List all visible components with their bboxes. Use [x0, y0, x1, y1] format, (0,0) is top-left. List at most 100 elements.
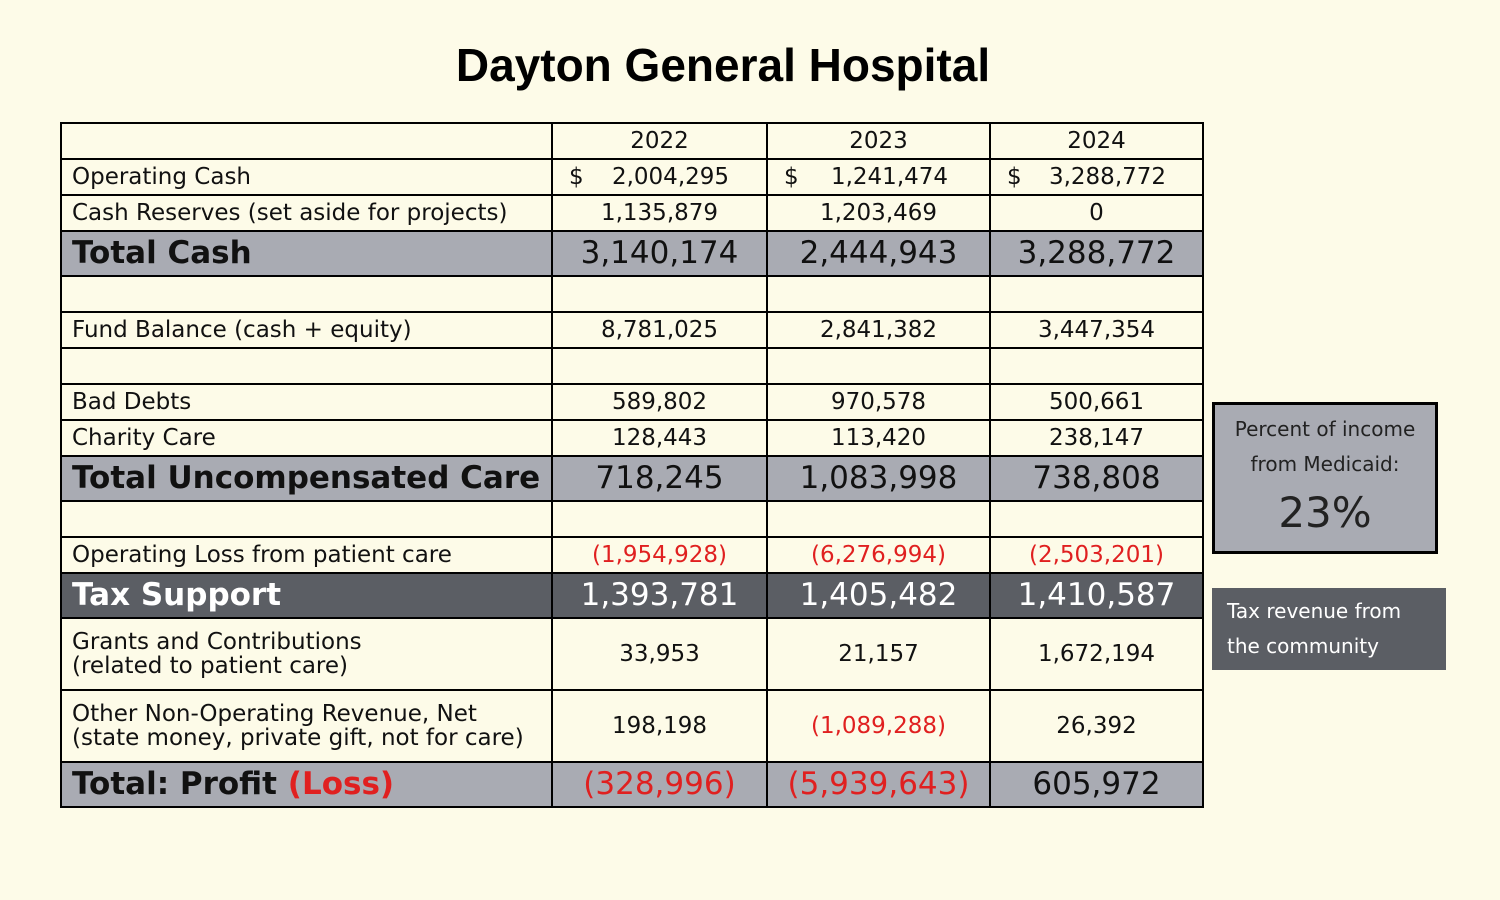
cell-value: 1,241,474	[830, 163, 949, 190]
tax-revenue-callout: Tax revenue from the community	[1212, 588, 1446, 670]
header-empty-cell	[60, 122, 553, 160]
cell-value: 738,808	[989, 455, 1204, 502]
cell-value: 1,083,998	[766, 455, 991, 502]
cell-value: 128,443	[551, 419, 768, 457]
value-cell: $1,241,474	[766, 158, 991, 196]
table-header-row: 2022 2023 2024	[60, 122, 1204, 160]
row-label: Total Uncompensated Care	[60, 455, 553, 502]
cell-value: 3,447,354	[989, 311, 1204, 349]
empty-cell	[989, 347, 1204, 385]
row-label: Total Cash	[60, 230, 553, 277]
row-label: Grants and Contributions (related to pati…	[60, 617, 553, 691]
cell-value: 8,781,025	[551, 311, 768, 349]
cell-value: 3,288,772	[1048, 163, 1167, 190]
cell-value: 2,841,382	[766, 311, 991, 349]
empty-cell	[551, 347, 768, 385]
medicaid-label-line: from Medicaid:	[1250, 452, 1400, 476]
table-row: Operating Loss from patient care (1,954,…	[60, 536, 1204, 574]
loss-label: (Loss)	[287, 766, 395, 803]
cell-value: 113,420	[766, 419, 991, 457]
spacer-row	[60, 275, 1204, 313]
empty-cell	[60, 347, 553, 385]
row-label-line: Grants and Contributions	[72, 628, 362, 655]
empty-cell	[60, 500, 553, 538]
cell-value: 500,661	[989, 383, 1204, 421]
cell-value: 1,410,587	[989, 572, 1204, 619]
table-row: Other Non-Operating Revenue, Net (state m…	[60, 689, 1204, 763]
financial-table: 2022 2023 2024 Operating Cash $2,004,295…	[60, 122, 1204, 808]
table-row: Operating Cash $2,004,295 $1,241,474 $3,…	[60, 158, 1204, 196]
cell-value: 1,393,781	[551, 572, 768, 619]
value-cell: $2,004,295	[551, 158, 768, 196]
cell-value: 198,198	[551, 689, 768, 763]
cell-value: (1,089,288)	[766, 689, 991, 763]
empty-cell	[766, 500, 991, 538]
row-label-line: (related to patient care)	[72, 653, 349, 679]
cell-value: 2,004,295	[611, 163, 730, 190]
empty-cell	[766, 347, 991, 385]
cell-value: 33,953	[551, 617, 768, 691]
cell-value: (6,276,994)	[766, 536, 991, 574]
tax-support-row: Tax Support 1,393,781 1,405,482 1,410,58…	[60, 572, 1204, 619]
page-title: Dayton General Hospital	[455, 39, 991, 91]
cell-value: 0	[989, 194, 1204, 232]
row-label: Operating Cash	[60, 158, 553, 196]
spacer-row	[60, 347, 1204, 385]
medicaid-label-line: Percent of income	[1234, 417, 1416, 441]
currency-symbol: $	[784, 163, 799, 190]
row-label: Other Non-Operating Revenue, Net (state m…	[60, 689, 553, 763]
table-row: Fund Balance (cash + equity) 8,781,025 2…	[60, 311, 1204, 349]
row-label: Fund Balance (cash + equity)	[60, 311, 553, 349]
cell-value: 1,672,194	[989, 617, 1204, 691]
cell-value: 589,802	[551, 383, 768, 421]
medicaid-percent: 23%	[1278, 488, 1372, 537]
cell-value: 1,135,879	[551, 194, 768, 232]
total-row: Total Uncompensated Care 718,245 1,083,9…	[60, 455, 1204, 502]
medicaid-label: Percent of income from Medicaid:	[1215, 412, 1435, 482]
value-cell: $3,288,772	[989, 158, 1204, 196]
cell-value: (5,939,643)	[766, 761, 991, 808]
tax-callout-line: Tax revenue from	[1227, 599, 1402, 623]
cell-value: 3,140,174	[551, 230, 768, 277]
cell-value: 2,444,943	[766, 230, 991, 277]
table-row: Charity Care 128,443 113,420 238,147	[60, 419, 1204, 457]
row-label: Charity Care	[60, 419, 553, 457]
column-header: 2024	[989, 122, 1204, 160]
cell-value: (1,954,928)	[551, 536, 768, 574]
empty-cell	[766, 275, 991, 313]
total-profit-row: Total: Profit (Loss) (328,996) (5,939,64…	[60, 761, 1204, 808]
profit-label: Total: Profit	[72, 766, 277, 803]
cell-value: 26,392	[989, 689, 1204, 763]
row-label: Cash Reserves (set aside for projects)	[60, 194, 553, 232]
cell-value: 718,245	[551, 455, 768, 502]
tax-callout-line: the community	[1227, 634, 1379, 658]
row-label-line: (state money, private gift, not for care…	[72, 725, 524, 751]
currency-symbol: $	[569, 163, 584, 190]
table-row: Bad Debts 589,802 970,578 500,661	[60, 383, 1204, 421]
row-label-line: Other Non-Operating Revenue, Net	[72, 700, 477, 727]
cell-value: 1,203,469	[766, 194, 991, 232]
cell-value: 21,157	[766, 617, 991, 691]
cell-value: (328,996)	[551, 761, 768, 808]
empty-cell	[989, 500, 1204, 538]
cell-value: 1,405,482	[766, 572, 991, 619]
medicaid-callout: Percent of income from Medicaid: 23%	[1212, 402, 1438, 554]
empty-cell	[989, 275, 1204, 313]
cell-value: 605,972	[989, 761, 1204, 808]
spacer-row	[60, 500, 1204, 538]
cell-value: (2,503,201)	[989, 536, 1204, 574]
cell-value: 3,288,772	[989, 230, 1204, 277]
table-row: Grants and Contributions (related to pati…	[60, 617, 1204, 691]
empty-cell	[60, 275, 553, 313]
row-label: Operating Loss from patient care	[60, 536, 553, 574]
column-header: 2022	[551, 122, 768, 160]
table-row: Cash Reserves (set aside for projects) 1…	[60, 194, 1204, 232]
row-label: Bad Debts	[60, 383, 553, 421]
cell-value: 238,147	[989, 419, 1204, 457]
currency-symbol: $	[1007, 163, 1022, 190]
row-label: Total: Profit (Loss)	[60, 761, 553, 808]
cell-value: 970,578	[766, 383, 991, 421]
column-header: 2023	[766, 122, 991, 160]
empty-cell	[551, 275, 768, 313]
row-label: Tax Support	[60, 572, 553, 619]
